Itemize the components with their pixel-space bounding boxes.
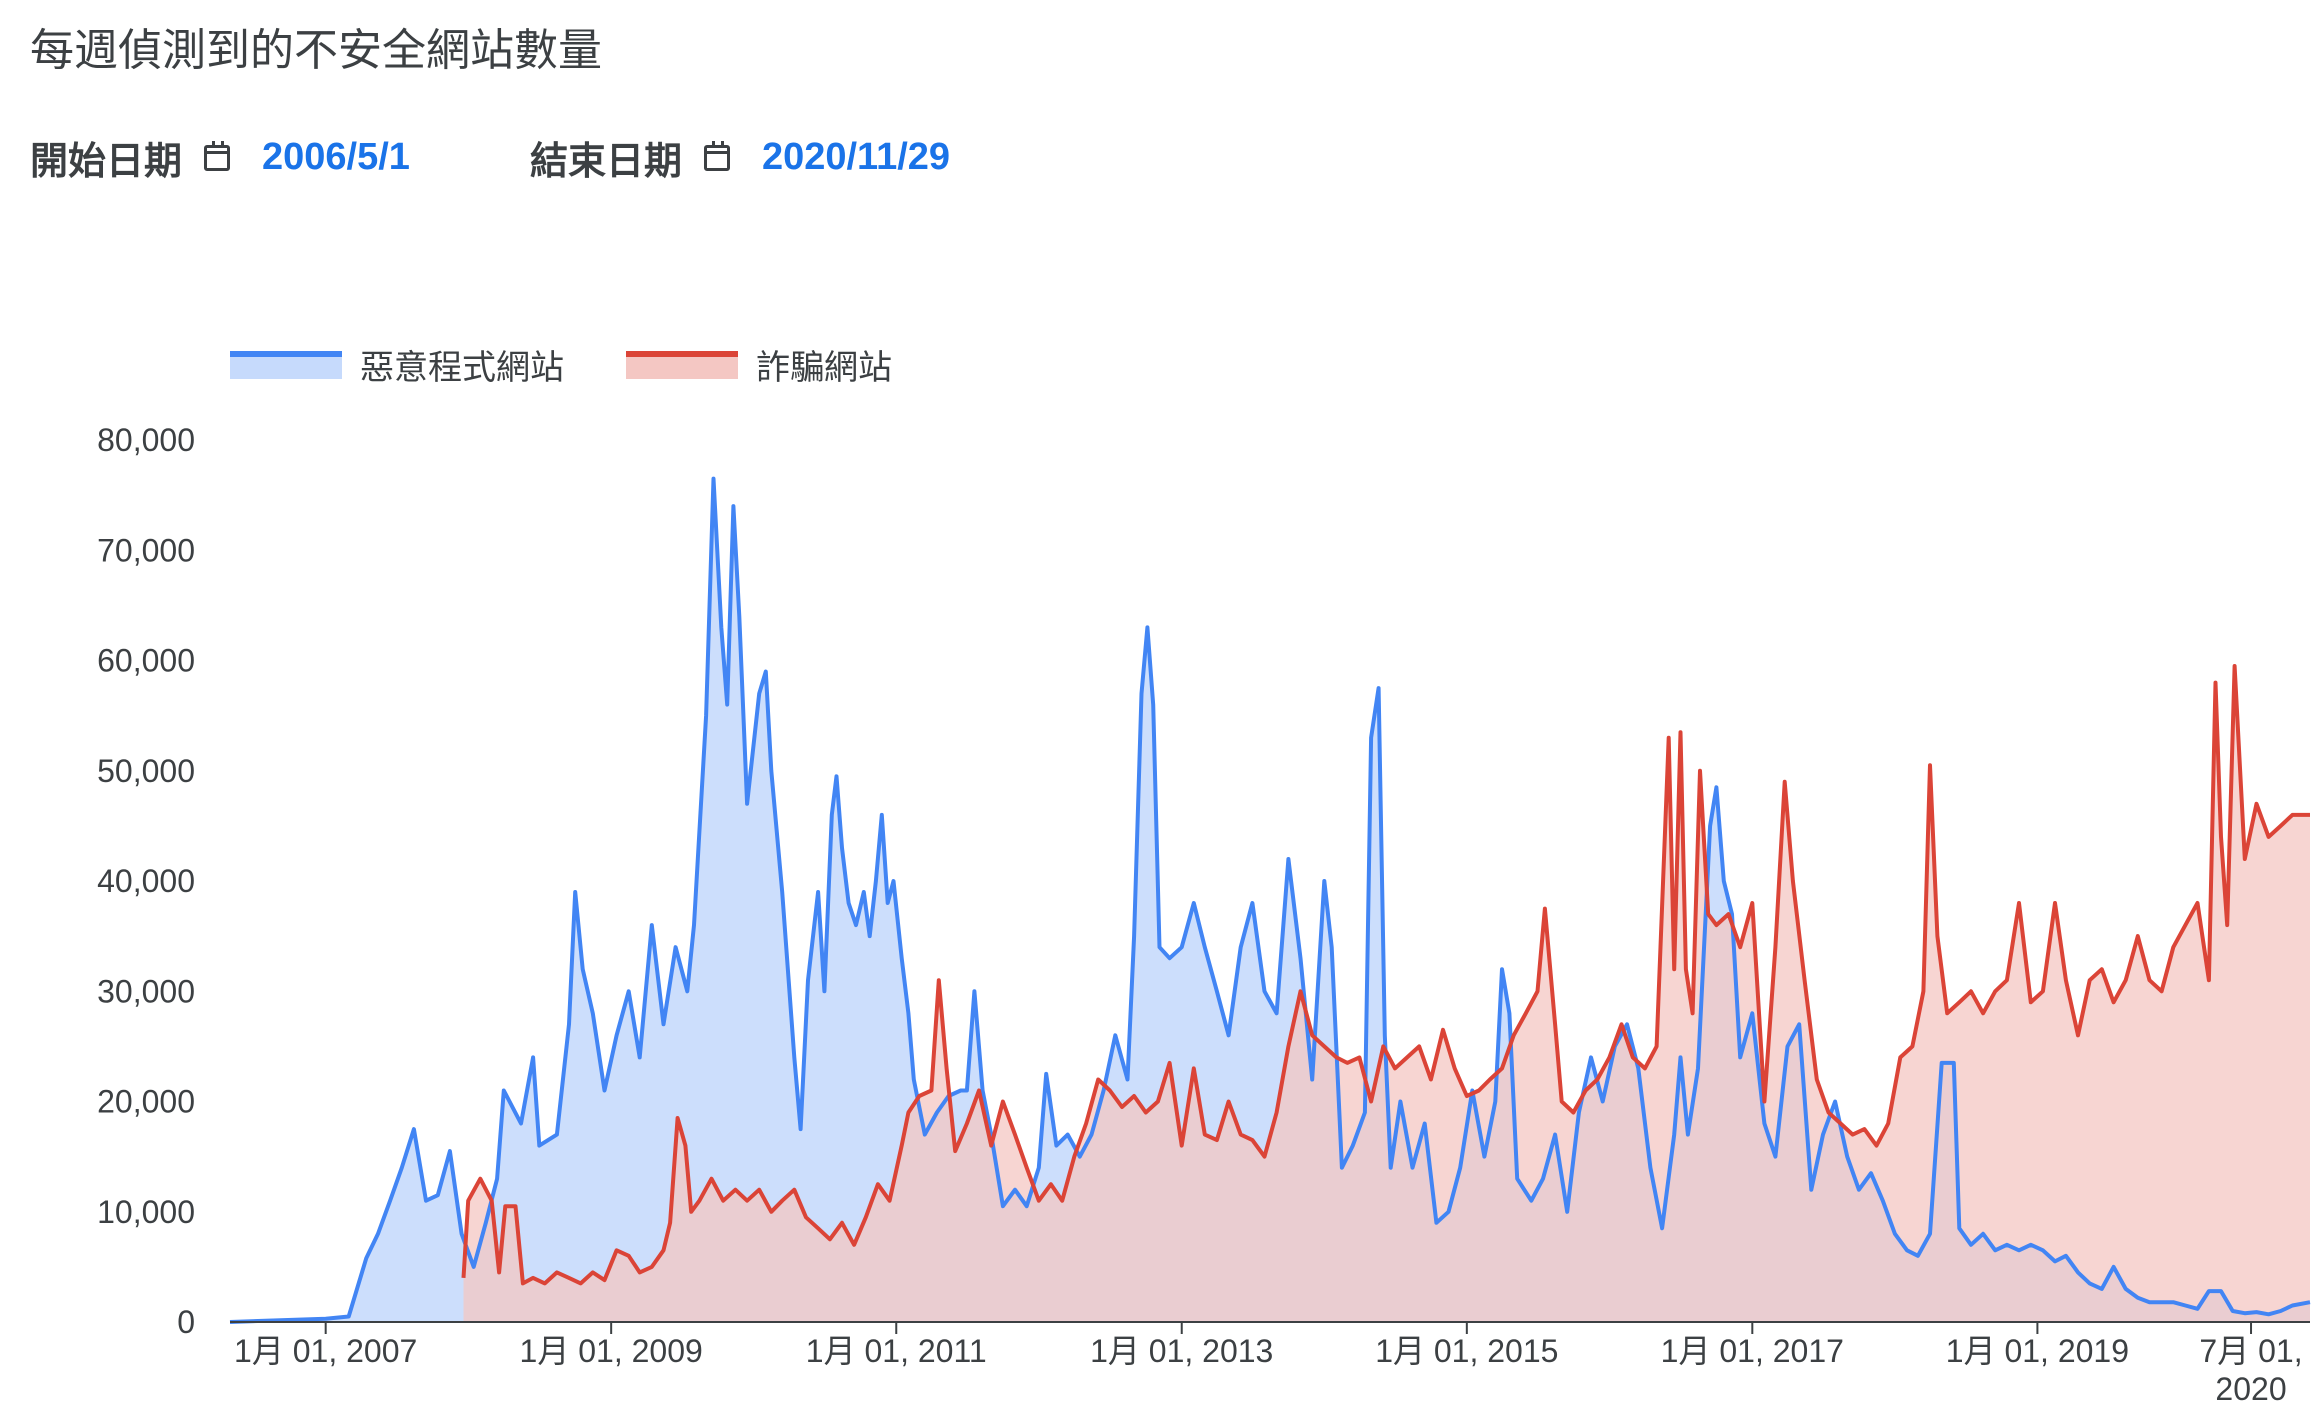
x-tick-label: 1月 01, 2013 xyxy=(1090,1333,1273,1369)
x-tick-label: 1月 01, 2007 xyxy=(234,1333,417,1369)
legend-label-malware: 惡意程式網站 xyxy=(360,349,564,387)
legend-item-malware[interactable]: 惡意程式網站 xyxy=(230,340,564,389)
series-line-0 xyxy=(229,476,2311,1324)
start-date-value[interactable]: 2006/5/1 xyxy=(262,136,410,178)
x-tick-label: 1月 01, 2019 xyxy=(1946,1333,2129,1369)
start-date-control[interactable]: 開始日期 2006/5/1 xyxy=(30,130,410,185)
x-tick-label: 1月 01, 2009 xyxy=(520,1333,703,1369)
y-tick-label: 20,000 xyxy=(97,1084,195,1120)
x-tick-label: 1月 01, 2011 xyxy=(806,1333,987,1369)
y-tick-label: 70,000 xyxy=(97,532,195,568)
y-tick-label: 0 xyxy=(177,1304,195,1340)
calendar-icon[interactable] xyxy=(703,140,730,171)
y-tick-label: 30,000 xyxy=(97,973,195,1009)
x-tick-label: 1月 01, 2015 xyxy=(1375,1333,1558,1369)
date-range-controls: 開始日期 2006/5/1 結束日期 2020/11/29 xyxy=(30,130,1070,185)
end-date-control[interactable]: 結束日期 2020/11/29 xyxy=(530,130,950,185)
legend-label-phishing: 詐騙網站 xyxy=(756,349,892,387)
legend-swatch-phishing xyxy=(626,350,738,379)
x-tick-label: 7月 01, xyxy=(2199,1333,2302,1369)
start-date-label: 開始日期 xyxy=(30,141,183,183)
end-date-label: 結束日期 xyxy=(529,141,682,183)
page-title: 每週偵測到的不安全網站數量 xyxy=(30,26,602,75)
y-tick-label: 50,000 xyxy=(97,753,195,789)
x-tick-label: 2020 xyxy=(2215,1371,2286,1407)
legend-swatch-malware xyxy=(230,350,342,379)
y-tick-label: 40,000 xyxy=(97,863,195,899)
legend-item-phishing[interactable]: 詐騙網站 xyxy=(626,340,892,389)
calendar-icon[interactable] xyxy=(204,140,231,171)
y-tick-label: 60,000 xyxy=(97,643,195,679)
series-line-1 xyxy=(461,664,2310,1286)
chart-legend: 惡意程式網站 詐騙網站 xyxy=(230,340,954,389)
end-date-value[interactable]: 2020/11/29 xyxy=(761,136,951,178)
y-tick-label: 10,000 xyxy=(97,1194,195,1230)
x-tick-label: 1月 01, 2017 xyxy=(1661,1333,1844,1369)
y-tick-label: 80,000 xyxy=(97,422,195,458)
